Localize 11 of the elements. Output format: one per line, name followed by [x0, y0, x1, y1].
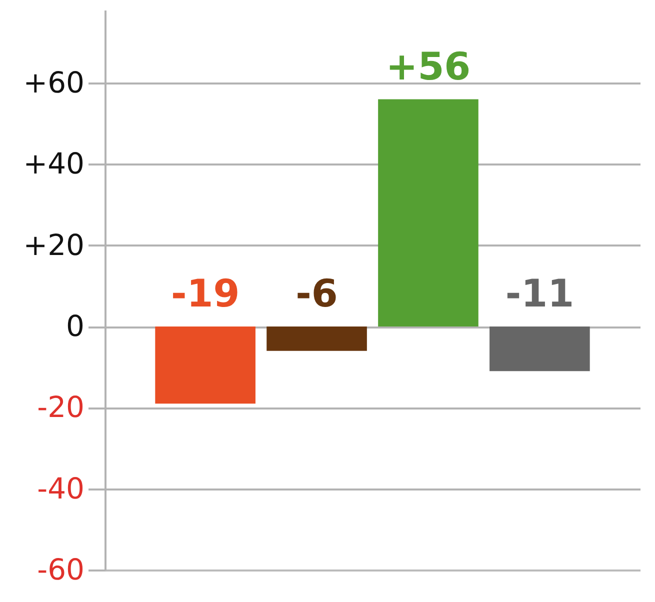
data-label: +56	[386, 44, 471, 88]
data-label: -11	[505, 272, 574, 316]
y-tick-label: +20	[23, 228, 84, 262]
y-tick-label: -60	[37, 552, 84, 586]
data-label: -19	[170, 272, 240, 316]
y-tick-label: -20	[37, 390, 84, 424]
y-tick-label: 0	[66, 309, 84, 344]
data-label: -6	[296, 272, 338, 316]
y-tick-label: +60	[23, 66, 84, 100]
y-tick-label: +40	[23, 146, 84, 181]
y-tick-label: -40	[37, 471, 84, 506]
